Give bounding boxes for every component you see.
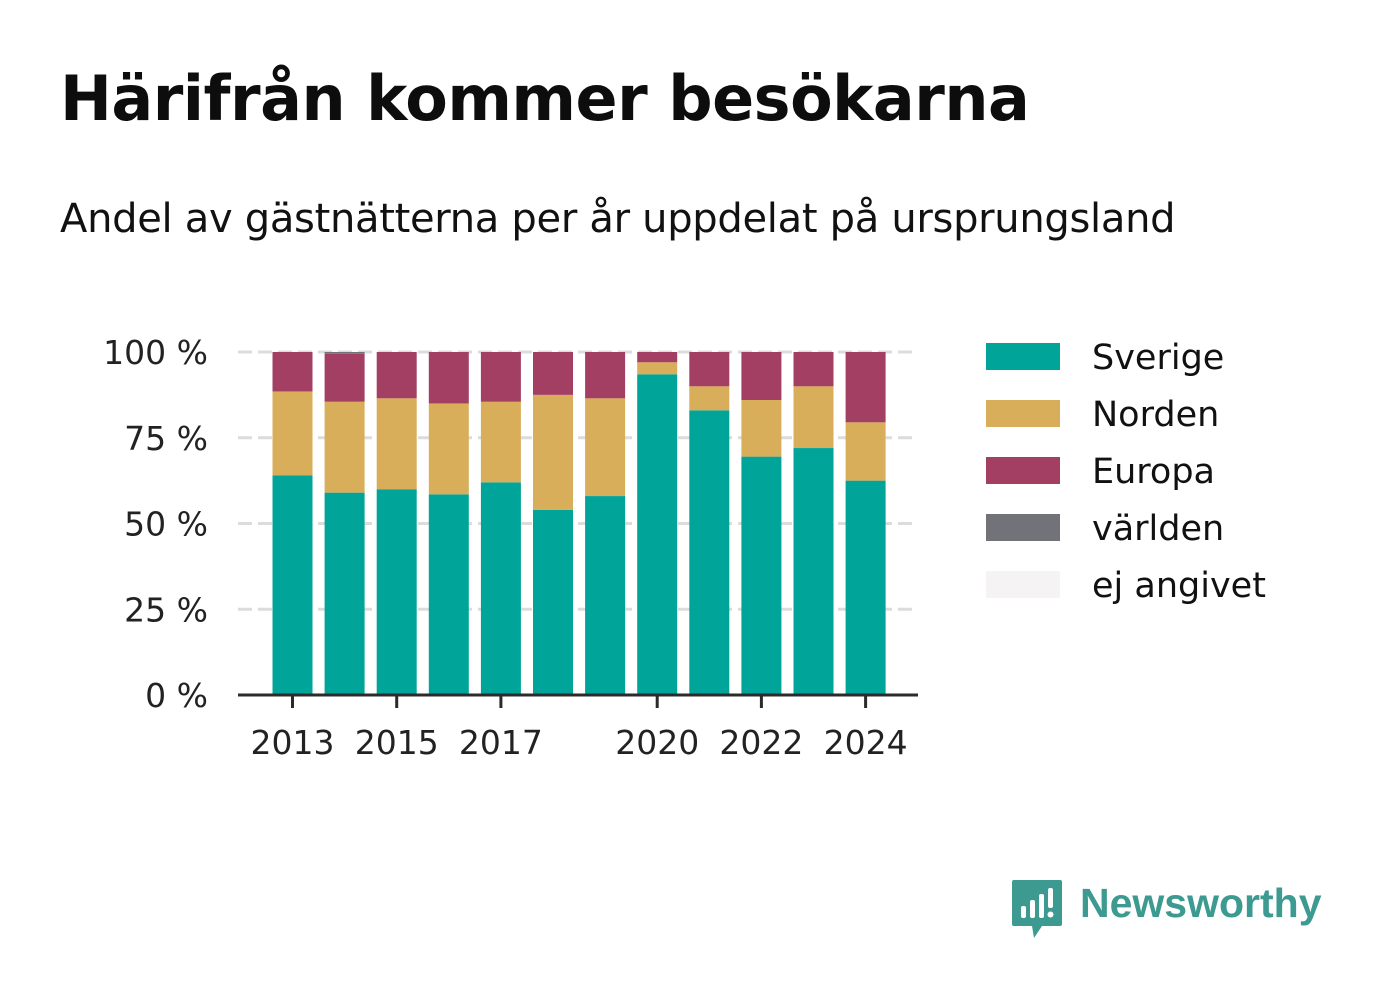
legend-label: Europa xyxy=(1092,452,1215,492)
bar-segment xyxy=(689,386,730,411)
bar-segment xyxy=(428,494,469,695)
legend-swatch xyxy=(986,400,1060,427)
bar-segment xyxy=(533,352,573,395)
y-tick-label: 75 % xyxy=(124,419,208,458)
legend-label: världen xyxy=(1092,509,1224,549)
y-tick-label: 100 % xyxy=(103,333,208,372)
newsworthy-logo-icon xyxy=(1012,880,1062,938)
chart-subtitle: Andel av gästnätterna per år uppdelat på… xyxy=(60,196,1176,242)
bar-segment xyxy=(845,352,886,423)
bar-segment xyxy=(480,401,521,483)
bar-segment xyxy=(741,352,782,401)
bar-segment xyxy=(793,352,834,387)
x-tick-label: 2013 xyxy=(251,723,335,762)
bar-segment xyxy=(376,352,417,399)
bar-segment xyxy=(324,353,365,402)
legend-swatch xyxy=(986,514,1060,541)
bar-segment xyxy=(845,480,886,695)
legend: Sverige Norden Europa världen ej angivet xyxy=(986,338,1266,606)
bar-segment xyxy=(533,394,573,510)
bar-segment xyxy=(585,398,626,497)
bar-segment xyxy=(272,352,313,392)
x-tick-label: 2017 xyxy=(459,723,543,762)
bar-segment xyxy=(741,400,782,457)
bar-segment xyxy=(845,422,886,481)
y-axis-tick-labels: 0 % 25 % 50 % 75 % 100 % xyxy=(103,333,208,715)
legend-label: Sverige xyxy=(1092,338,1224,378)
bar-segment xyxy=(428,403,469,495)
bar-segment xyxy=(741,456,782,695)
bar-segment xyxy=(324,401,365,493)
bar-segment xyxy=(689,410,730,695)
bar-segment xyxy=(324,352,365,354)
legend-label: Norden xyxy=(1092,395,1219,435)
bar-segment xyxy=(585,352,626,399)
x-axis-tick-labels: 2013 2015 2017 2020 2022 2024 xyxy=(251,723,908,762)
bar-segment xyxy=(376,398,417,490)
x-tick-label: 2022 xyxy=(719,723,803,762)
bar-segment xyxy=(793,386,834,449)
bar-segment xyxy=(585,496,626,695)
x-tick-label: 2024 xyxy=(824,723,908,762)
bar-segment xyxy=(637,374,678,695)
legend-label: ej angivet xyxy=(1092,566,1266,606)
bar-segment xyxy=(272,475,313,695)
x-tick-label: 2015 xyxy=(355,723,439,762)
y-tick-label: 0 % xyxy=(145,676,208,715)
bar-stacks xyxy=(272,352,886,695)
legend-swatch xyxy=(986,343,1060,370)
bar-segment xyxy=(324,492,365,695)
bar-segment xyxy=(480,352,521,402)
brand-name: Newsworthy xyxy=(1080,880,1322,926)
bar-segment xyxy=(637,352,678,363)
bar-segment xyxy=(533,509,573,695)
legend-swatch xyxy=(986,571,1060,598)
y-tick-label: 50 % xyxy=(124,505,208,544)
bar-segment xyxy=(689,352,730,387)
bar-segment xyxy=(793,448,834,695)
x-tick-label: 2020 xyxy=(615,723,699,762)
bar-segment xyxy=(376,489,417,695)
bar-segment xyxy=(272,391,313,476)
bar-segment xyxy=(480,482,521,695)
bar-segment xyxy=(637,362,678,375)
axes xyxy=(238,693,918,708)
bar-segment xyxy=(428,352,469,404)
legend-swatch xyxy=(986,457,1060,484)
chart-title: Härifrån kommer besökarna xyxy=(60,62,1030,135)
y-tick-label: 25 % xyxy=(124,590,208,629)
